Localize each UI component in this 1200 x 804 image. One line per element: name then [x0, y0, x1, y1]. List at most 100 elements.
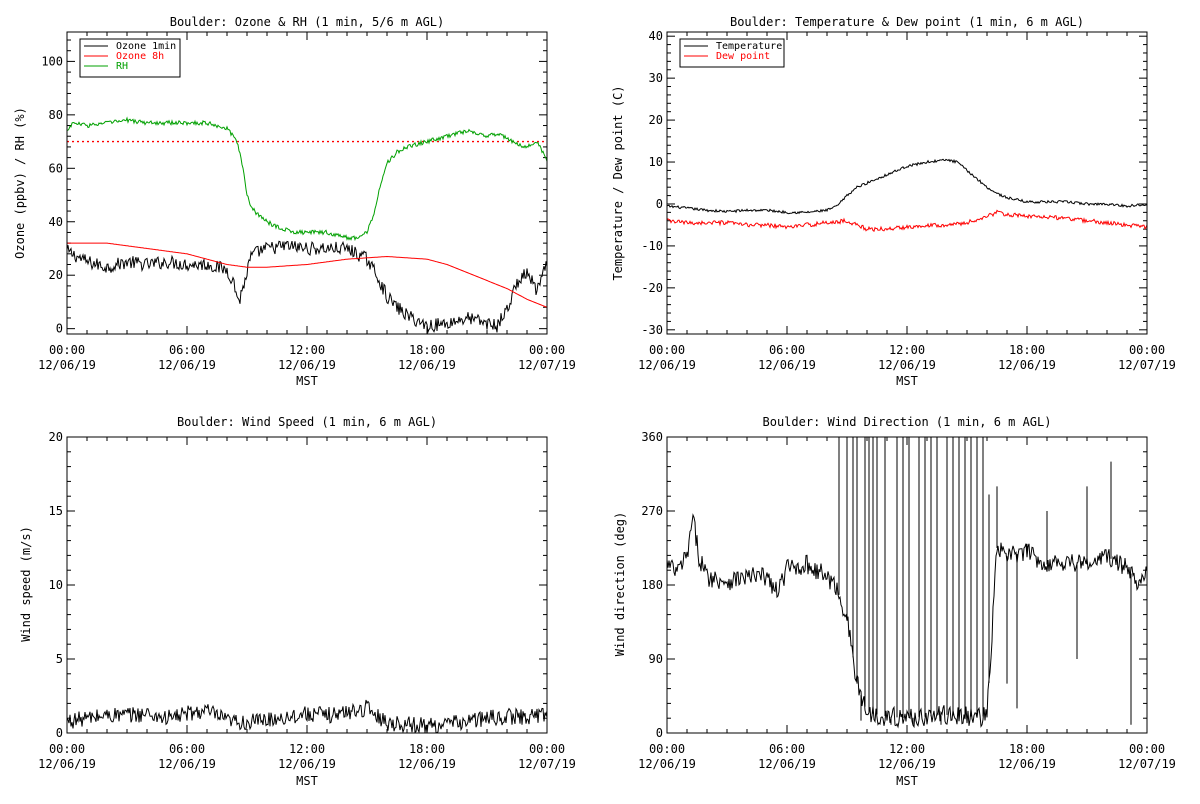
x-tick-label: 00:00 — [49, 343, 85, 357]
rh-line — [66, 116, 548, 242]
y-tick-label: -20 — [641, 281, 663, 295]
y-tick-label: 360 — [641, 430, 663, 444]
y-axis-label: Wind speed (m/s) — [19, 526, 33, 642]
x-tick-date: 12/06/19 — [758, 358, 816, 372]
x-tick-label: 12:00 — [889, 742, 925, 756]
plot-frame — [666, 436, 1148, 734]
legend-box — [679, 38, 785, 68]
x-tick-date: 12/06/19 — [278, 358, 336, 372]
series-group — [66, 116, 548, 334]
ozone-1min-line — [66, 240, 548, 334]
y-axis-label: Temperature / Dew point (C) — [611, 85, 625, 280]
x-tick-label: 00:00 — [649, 343, 685, 357]
series-line — [66, 699, 548, 734]
y-tick-label: 20 — [649, 113, 663, 127]
series-group — [666, 158, 1148, 233]
series-line — [666, 513, 1148, 729]
x-tick-date: 12/06/19 — [38, 358, 96, 372]
legend-entry: Ozone 8h — [116, 51, 164, 62]
x-tick-date: 12/06/19 — [638, 358, 696, 372]
x-axis-label: MST — [896, 774, 918, 788]
x-tick-date: 12/06/19 — [398, 757, 456, 771]
x-tick-label: 00:00 — [649, 742, 685, 756]
panel-title: Boulder: Temperature & Dew point (1 min,… — [730, 15, 1084, 29]
tick-group: 00:0012/06/1906:0012/06/1912:0012/06/191… — [638, 430, 1176, 771]
tick-group: 00:0012/06/1906:0012/06/1912:0012/06/191… — [38, 430, 576, 771]
x-tick-label: 00:00 — [529, 343, 565, 357]
x-axis-label: MST — [296, 374, 318, 388]
plot-frame — [66, 31, 548, 335]
legend-entry: Dew point — [716, 51, 770, 62]
x-axis-label: MST — [896, 374, 918, 388]
x-tick-label: 00:00 — [1129, 343, 1165, 357]
x-tick-label: 18:00 — [409, 343, 445, 357]
x-tick-label: 18:00 — [409, 742, 445, 756]
y-tick-label: 5 — [56, 652, 63, 666]
y-tick-label: 0 — [656, 197, 663, 211]
x-tick-date: 12/06/19 — [878, 358, 936, 372]
plot-frame — [666, 31, 1148, 335]
tick-group: 00:0012/06/1906:0012/06/1912:0012/06/191… — [38, 32, 576, 372]
y-tick-label: 20 — [49, 430, 63, 444]
x-tick-date: 12/06/19 — [278, 757, 336, 771]
y-axis-label: Wind direction (deg) — [613, 512, 627, 657]
x-tick-date: 12/06/19 — [158, 358, 216, 372]
y-tick-label: 0 — [56, 322, 63, 336]
x-tick-label: 12:00 — [289, 343, 325, 357]
series-group — [666, 437, 1148, 729]
x-tick-label: 00:00 — [529, 742, 565, 756]
x-tick-label: 00:00 — [49, 742, 85, 756]
y-tick-label: 80 — [49, 108, 63, 122]
ozone-rh-panel: Boulder: Ozone & RH (1 min, 5/6 m AGL) O… — [13, 15, 576, 388]
x-axis-label: MST — [296, 774, 318, 788]
y-tick-label: 60 — [49, 161, 63, 175]
x-tick-date: 12/07/19 — [518, 358, 576, 372]
ozone-8h-line — [67, 242, 548, 308]
x-tick-date: 12/07/19 — [1118, 358, 1176, 372]
plot-frame — [66, 436, 548, 734]
x-tick-date: 12/06/19 — [758, 757, 816, 771]
x-tick-label: 06:00 — [169, 343, 205, 357]
y-tick-label: 10 — [649, 155, 663, 169]
legend-entry: RH — [116, 61, 128, 72]
tick-group: 00:0012/06/1906:0012/06/1912:0012/06/191… — [638, 29, 1176, 372]
y-tick-label: 20 — [49, 268, 63, 282]
x-tick-date: 12/06/19 — [998, 757, 1056, 771]
y-tick-label: -30 — [641, 323, 663, 337]
y-tick-label: 90 — [649, 652, 663, 666]
legend-box — [79, 38, 181, 78]
x-tick-label: 06:00 — [769, 343, 805, 357]
temperature-line — [666, 158, 1148, 215]
x-tick-date: 12/06/19 — [398, 358, 456, 372]
x-tick-date: 12/06/19 — [38, 757, 96, 771]
x-tick-label: 12:00 — [889, 343, 925, 357]
y-tick-label: 40 — [49, 215, 63, 229]
x-tick-date: 12/07/19 — [1118, 757, 1176, 771]
series-group — [66, 699, 548, 734]
dew-point-line — [666, 209, 1148, 233]
x-tick-label: 12:00 — [289, 742, 325, 756]
y-tick-label: 40 — [649, 29, 663, 43]
x-tick-date: 12/06/19 — [878, 757, 936, 771]
y-tick-label: 10 — [49, 578, 63, 592]
wind-speed-panel: Boulder: Wind Speed (1 min, 6 m AGL) Win… — [19, 415, 576, 788]
x-tick-label: 18:00 — [1009, 742, 1045, 756]
temperature-dewpoint-panel: Boulder: Temperature & Dew point (1 min,… — [611, 15, 1176, 388]
panel-title: Boulder: Wind Speed (1 min, 6 m AGL) — [177, 415, 437, 429]
legend-entry: Temperature — [716, 41, 782, 52]
wind-direction-panel: Boulder: Wind Direction (1 min, 6 m AGL)… — [613, 415, 1176, 788]
x-tick-date: 12/06/19 — [998, 358, 1056, 372]
x-tick-date: 12/07/19 — [518, 757, 576, 771]
x-tick-date: 12/06/19 — [158, 757, 216, 771]
x-tick-date: 12/06/19 — [638, 757, 696, 771]
y-axis-label: Ozone (ppbv) / RH (%) — [13, 107, 27, 259]
panel-title: Boulder: Ozone & RH (1 min, 5/6 m AGL) — [170, 15, 445, 29]
x-tick-label: 00:00 — [1129, 742, 1165, 756]
panel-title: Boulder: Wind Direction (1 min, 6 m AGL) — [763, 415, 1052, 429]
y-tick-label: 270 — [641, 504, 663, 518]
y-tick-label: -10 — [641, 239, 663, 253]
x-tick-label: 18:00 — [1009, 343, 1045, 357]
